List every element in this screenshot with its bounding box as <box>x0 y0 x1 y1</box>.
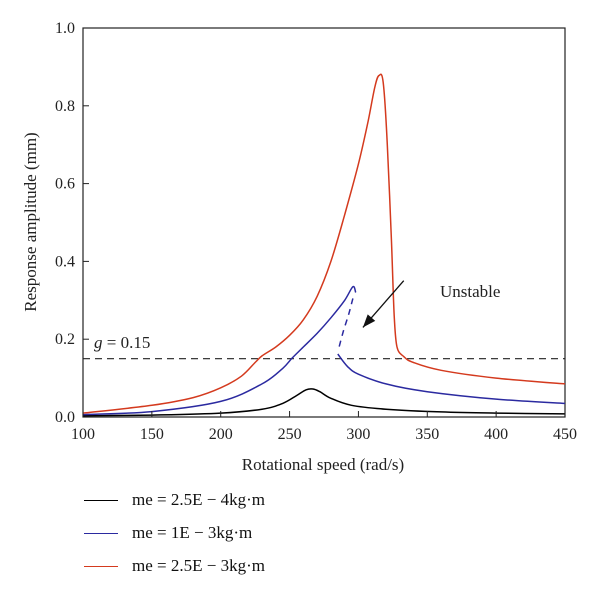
y-tick-label: 0.0 <box>55 409 75 426</box>
series-line-2-unstable <box>338 298 354 348</box>
series-line-2-lower-branch <box>337 353 566 405</box>
x-tick-label: 350 <box>415 426 439 443</box>
legend-label-series-3: me = 2.5E − 3kg·m <box>132 556 265 575</box>
x-tick-label: 400 <box>484 426 508 443</box>
legend-swatch-series-2 <box>84 532 118 534</box>
x-tick-label: 450 <box>553 426 577 443</box>
plot-frame <box>82 27 566 418</box>
x-axis-label: Rotational speed (rad/s) <box>242 455 404 474</box>
x-tick-label: 100 <box>71 426 95 443</box>
legend-item-series-1: me = 2.5E − 4kg·m <box>84 487 265 513</box>
legend-item-series-3: me = 2.5E − 3kg·m <box>84 553 265 579</box>
y-tick-label: 1.0 <box>55 20 75 37</box>
ticks-group: 100 150 200 250 300 350 400 450 0.0 0.2 0.4 0.6 0.8 1… <box>55 20 577 443</box>
y-axis-label: Response amplitude (mm) <box>21 132 40 311</box>
y-tick-label: 0.6 <box>55 176 75 193</box>
legend-label-series-2: me = 1E − 3kg·m <box>132 523 253 542</box>
annotation-group: g = 0.15 Unstable <box>94 280 500 352</box>
plot-area-border <box>82 27 566 418</box>
reference-line-label: g = 0.15 <box>94 333 150 352</box>
legend-label-series-1: me = 2.5E − 4kg·m <box>132 490 265 509</box>
series-group <box>82 73 566 417</box>
series-line-3 <box>82 73 566 414</box>
y-tick-label: 0.4 <box>55 253 75 270</box>
legend-item-series-2: me = 1E − 3kg·m <box>84 520 265 546</box>
y-tick-label: 0.8 <box>55 98 75 115</box>
y-tick-label: 0.2 <box>55 331 75 348</box>
x-tick-label: 250 <box>278 426 302 443</box>
legend: me = 2.5E − 4kg·m me = 1E − 3kg·m me = 2… <box>84 487 265 586</box>
unstable-annotation-label: Unstable <box>440 282 500 301</box>
response-amplitude-chart: 100 150 200 250 300 350 400 450 0.0 0.2 0.4 0.6 0.8 1… <box>21 20 577 474</box>
x-tick-label: 200 <box>209 426 233 443</box>
legend-swatch-series-1 <box>84 499 118 501</box>
annotation-arrow-head <box>362 314 376 328</box>
series-line-2 <box>82 285 357 416</box>
x-tick-label: 150 <box>140 426 164 443</box>
x-tick-label: 300 <box>346 426 370 443</box>
series-line-1 <box>82 388 566 417</box>
legend-swatch-series-3 <box>84 565 118 567</box>
